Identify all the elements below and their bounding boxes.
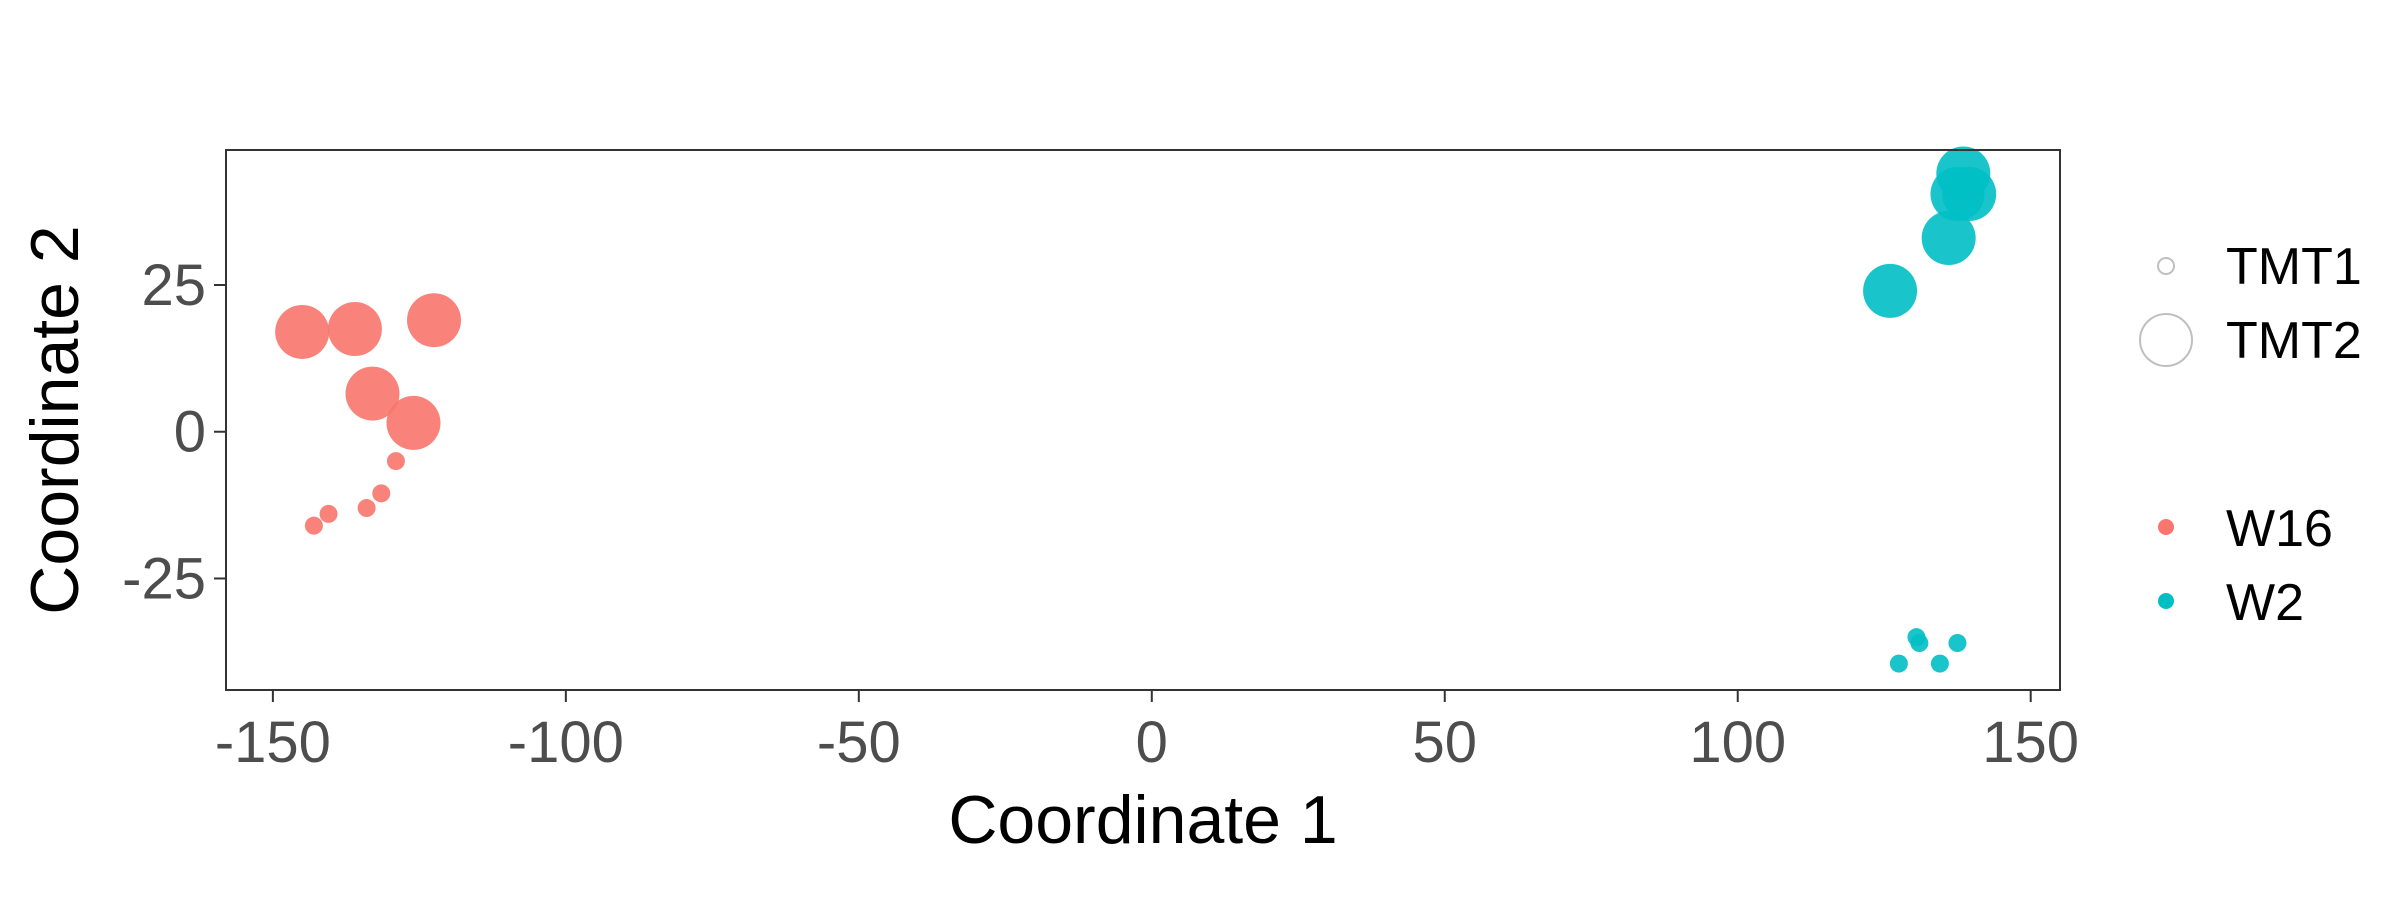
x-tick-label: -150 [215, 710, 331, 775]
point-w16-2 [407, 293, 462, 348]
legend-label-tmt1: TMT1 [2226, 238, 2362, 296]
plot-panel [225, 149, 2061, 691]
x-tick-label: -50 [817, 710, 901, 775]
y-tick-label: -25 [122, 546, 206, 611]
y-tick-label: 25 [141, 253, 206, 318]
x-axis-ticks: -150 -100 -50 0 50 100 150 [215, 690, 2079, 775]
point-w16-0 [275, 304, 330, 359]
x-tick-label: -100 [508, 710, 624, 775]
x-axis-title: Coordinate 1 [948, 782, 1337, 858]
x-tick-label: 100 [1689, 710, 1786, 775]
point-w2-7 [1948, 634, 1967, 653]
point-w16-5 [386, 452, 405, 471]
legend: TMT1 TMT2 W16 W2 [2139, 238, 2362, 632]
y-axis-ticks: -25 0 25 [122, 253, 226, 611]
legend-key-tmt2 [2139, 313, 2193, 367]
x-tick-label: 150 [1982, 710, 2079, 775]
point-w2-6 [1910, 634, 1929, 653]
legend-label-w2: W2 [2226, 574, 2304, 632]
point-w2-3 [1921, 211, 1976, 266]
point-w16-1 [327, 302, 382, 357]
points-layer [275, 146, 1997, 673]
x-tick-label: 50 [1413, 710, 1478, 775]
point-w2-4 [1863, 263, 1918, 318]
legend-label-tmt2: TMT2 [2226, 312, 2362, 370]
point-w16-8 [319, 504, 338, 523]
point-w2-8 [1889, 654, 1908, 673]
point-w16-7 [357, 499, 376, 518]
point-w16-6 [372, 484, 391, 503]
legend-key-tmt1 [2157, 257, 2175, 275]
legend-key-w16 [2158, 519, 2174, 535]
y-tick-label: 0 [174, 400, 206, 465]
x-tick-label: 0 [1136, 710, 1168, 775]
point-w2-9 [1930, 654, 1949, 673]
legend-label-w16: W16 [2226, 500, 2333, 558]
point-w16-4 [386, 395, 441, 450]
point-w2-2 [1930, 167, 1985, 222]
point-w16-3 [345, 366, 400, 421]
point-w16-9 [304, 516, 323, 535]
y-axis-title: Coordinate 2 [17, 225, 93, 614]
legend-key-w2 [2158, 593, 2174, 609]
